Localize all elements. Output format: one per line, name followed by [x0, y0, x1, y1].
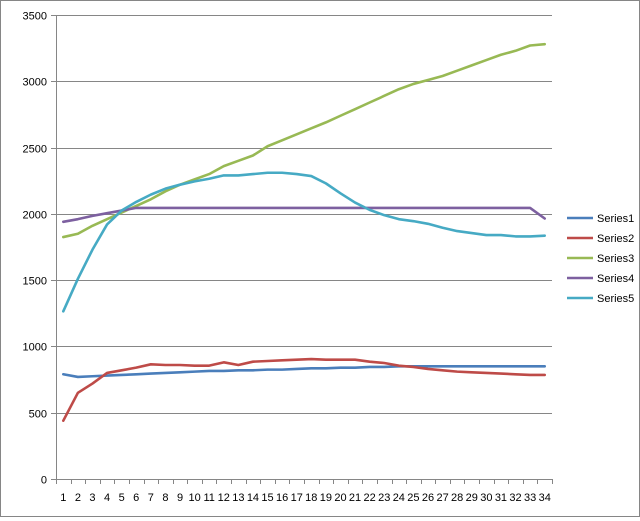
legend-label: Series2 [597, 233, 634, 245]
series-line-series5 [61, 171, 547, 313]
y-axis-tick-labels: 0 500 1000 1500 2000 2500 3000 3500 [23, 11, 47, 487]
x-tick-label: 16 [276, 492, 288, 504]
x-tick-label: 8 [162, 492, 168, 504]
y-tick-label: 1000 [23, 342, 47, 354]
y-tick-label: 2000 [23, 210, 47, 222]
y-tick-label: 2500 [23, 144, 47, 156]
x-tick-label: 6 [133, 492, 139, 504]
x-tick-label: 11 [203, 492, 214, 504]
x-tick-label: 14 [247, 492, 259, 504]
x-tick-label: 3 [89, 492, 95, 504]
gridlines [56, 15, 552, 414]
x-tick-label: 13 [232, 492, 244, 504]
x-tick-label: 4 [104, 492, 110, 504]
series-line-series3 [61, 42, 547, 239]
series-lines [61, 42, 547, 422]
y-tick-label: 1500 [23, 276, 47, 288]
x-tick-label: 19 [320, 492, 332, 504]
x-tick-label: 31 [495, 492, 507, 504]
legend: Series1 Series2 Series3 Series4 Series5 [567, 213, 634, 305]
x-tick-label: 27 [436, 492, 448, 504]
x-tick-label: 26 [422, 492, 434, 504]
legend-item-series2: Series2 [567, 233, 634, 245]
x-tick-label: 21 [349, 492, 361, 504]
y-tick-label: 3000 [23, 77, 47, 89]
x-tick-label: 5 [119, 492, 125, 504]
x-tick-label: 22 [364, 492, 376, 504]
x-tick-label: 18 [305, 492, 317, 504]
series-line-series2 [61, 357, 547, 422]
legend-label: Series5 [597, 293, 634, 305]
x-tick-label: 17 [291, 492, 303, 504]
x-tick-label: 32 [509, 492, 521, 504]
x-tick-label: 9 [177, 492, 183, 504]
x-tick-label: 12 [218, 492, 230, 504]
x-tick-label: 23 [378, 492, 390, 504]
x-tick-label: 25 [407, 492, 419, 504]
legend-label: Series4 [597, 273, 634, 285]
x-tick-label: 10 [188, 492, 200, 504]
y-tick-label: 3500 [23, 11, 47, 23]
legend-item-series3: Series3 [567, 253, 634, 265]
x-tick-label: 30 [480, 492, 492, 504]
x-tick-label: 34 [539, 492, 551, 504]
x-tick-label: 1 [60, 492, 66, 504]
legend-item-series5: Series5 [567, 293, 634, 305]
axes [51, 15, 553, 484]
series-line-series4 [61, 206, 547, 224]
legend-label: Series1 [597, 213, 634, 225]
x-tick-label: 28 [451, 492, 463, 504]
x-axis-tick-labels: 1 2 3 4 5 6 7 8 9 10 11 12 13 14 15 16 17 18 19 20 21 22 23 24 2… [60, 492, 551, 504]
legend-item-series1: Series1 [567, 213, 634, 225]
legend-item-series4: Series4 [567, 273, 634, 285]
x-tick-label: 2 [75, 492, 81, 504]
series-line-series1 [61, 365, 547, 379]
y-tick-label: 0 [41, 475, 47, 487]
x-tick-label: 7 [148, 492, 154, 504]
x-tick-label: 29 [466, 492, 478, 504]
x-tick-label: 15 [261, 492, 273, 504]
legend-label: Series3 [597, 253, 634, 265]
x-tick-label: 33 [524, 492, 536, 504]
x-tick-label: 20 [334, 492, 346, 504]
x-tick-label: 24 [393, 492, 405, 504]
y-tick-label: 500 [29, 409, 47, 421]
